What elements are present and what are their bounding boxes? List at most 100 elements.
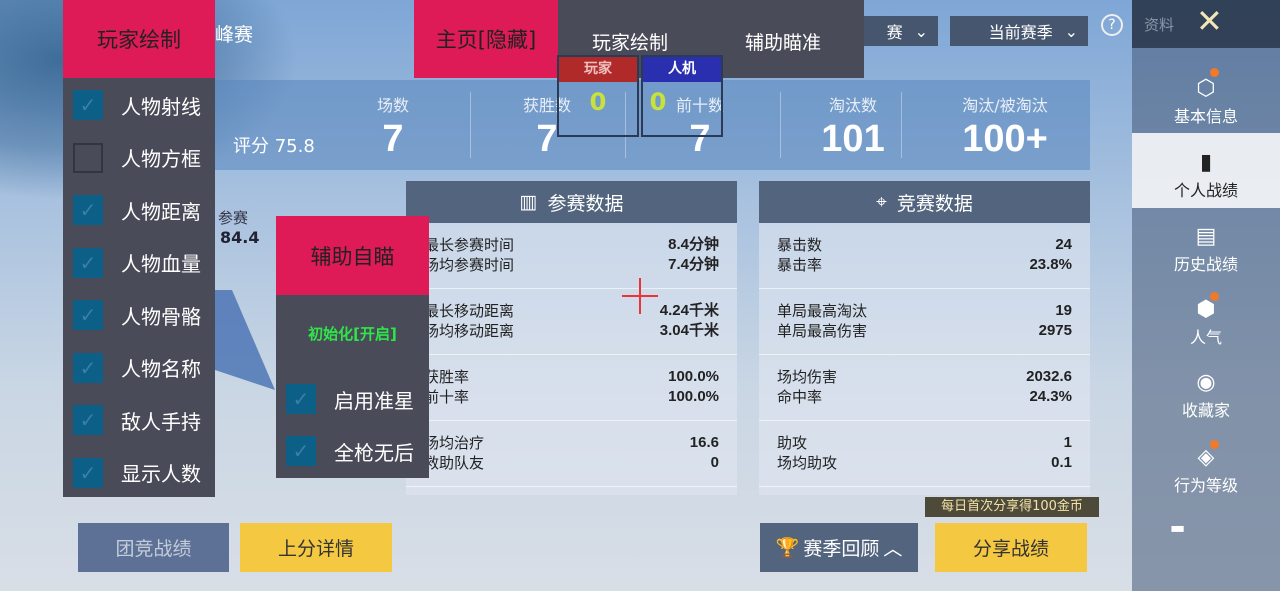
- season-dropdown[interactable]: 当前赛季 ⌄: [950, 16, 1088, 46]
- option-esp_options-1[interactable]: 人物方框: [73, 142, 201, 173]
- sidebar-item-basic-info[interactable]: ⬡ 基本信息: [1132, 76, 1280, 127]
- stat-row: 场均伤害 2032.6 命中率 24.3%: [759, 355, 1090, 421]
- stat-row: 助攻 1 场均助攻 0.1: [759, 421, 1090, 487]
- stat-row: 单局最高淘汰 19 单局最高伤害 2975: [759, 289, 1090, 355]
- stat-top10: 前十数 7: [675, 96, 724, 160]
- option-label: 敌人手持: [121, 409, 201, 434]
- option-label: 人物距离: [121, 199, 201, 224]
- chevron-down-icon: ⌄: [914, 21, 928, 41]
- popularity-icon: ⬢: [1196, 297, 1216, 322]
- checkbox[interactable]: ✓: [73, 300, 103, 330]
- menu-icon[interactable]: ▬: [1170, 518, 1186, 537]
- sidebar: 资料 ✕ ⬡ 基本信息 ▮ 个人战绩 ▤ 历史战绩 ⬢ 人气 ◉ 收藏家 ◈ 行为等级 ▬: [1132, 0, 1280, 591]
- stat-matches: 场数 7: [376, 96, 409, 160]
- stat-label: 场均伤害: [777, 368, 838, 386]
- history-doc-icon: ▤: [1195, 224, 1217, 249]
- option-esp_options-7[interactable]: ✓ 显示人数: [73, 457, 201, 488]
- checkbox[interactable]: [73, 142, 103, 173]
- option-label: 人物方框: [121, 147, 201, 171]
- stat-value: 7.4分钟: [668, 256, 719, 273]
- option-label: 显示人数: [121, 462, 201, 486]
- checkbox[interactable]: ✓: [73, 247, 103, 278]
- stat-value: 2975: [1038, 322, 1072, 339]
- option-esp_options-2[interactable]: ✓ 人物距离: [73, 195, 201, 225]
- sidebar-item-behavior[interactable]: ◈ 行为等级: [1132, 445, 1280, 496]
- radar-label: 参赛: [218, 209, 249, 227]
- help-icon[interactable]: ?: [1101, 14, 1123, 36]
- mode-label: 峰赛: [215, 24, 254, 46]
- checkbox[interactable]: ✓: [286, 436, 316, 466]
- stat-value: 0.1: [1051, 454, 1072, 471]
- stat-label: 获胜率: [424, 368, 470, 386]
- crosshair-v: [639, 278, 641, 314]
- tab-player-draw[interactable]: 玩家绘制: [592, 32, 669, 54]
- share-button[interactable]: 分享战绩: [935, 523, 1087, 572]
- checkbox[interactable]: ✓: [73, 457, 103, 488]
- sidebar-item-history[interactable]: ▤ 历史战绩: [1132, 224, 1280, 275]
- checkbox[interactable]: ✓: [73, 90, 103, 120]
- checkbox[interactable]: ✓: [286, 384, 316, 414]
- profile-label: 资料: [1144, 16, 1175, 34]
- bar-chart-icon: ▥: [519, 191, 538, 213]
- option-label: 人物名称: [121, 357, 201, 381]
- user-badge-icon: ⬡: [1196, 76, 1216, 101]
- stat-row: 获胜率 100.0% 前十率 100.0%: [406, 355, 737, 421]
- option-esp_options-6[interactable]: ✓ 敌人手持: [73, 405, 201, 435]
- option-aim_options-0[interactable]: ✓ 启用准星: [286, 384, 414, 414]
- option-esp_options-3[interactable]: ✓ 人物血量: [73, 247, 201, 278]
- option-label: 人物骨骼: [121, 304, 201, 329]
- team-record-button[interactable]: 团竞战绩: [78, 523, 229, 572]
- stat-kills: 淘汰数 101: [821, 96, 885, 160]
- stat-row: 暴击数 24 暴击率 23.8%: [759, 223, 1090, 289]
- option-esp_options-0[interactable]: ✓ 人物射线: [73, 90, 201, 120]
- stat-value: 100.0%: [668, 368, 719, 385]
- stat-row: 场均治疗 16.6 救助队友 0: [406, 421, 737, 487]
- option-aim_options-1[interactable]: ✓ 全枪无后: [286, 436, 414, 466]
- tab-aim-assist[interactable]: 辅助瞄准: [745, 32, 822, 54]
- stat-label: 前十率: [424, 388, 470, 406]
- stat-label: 场均移动距离: [424, 322, 515, 340]
- player-draw-title[interactable]: 玩家绘制: [63, 0, 215, 78]
- option-label: 启用准星: [334, 388, 414, 413]
- sidebar-item-collector[interactable]: ◉ 收藏家: [1132, 370, 1280, 421]
- option-esp_options-4[interactable]: ✓ 人物骨骼: [73, 300, 201, 330]
- stat-value: 4.24千米: [659, 302, 719, 319]
- close-icon[interactable]: ✕: [1196, 2, 1223, 40]
- crosshair-icon: ⌖: [876, 191, 887, 213]
- stat-value: 16.6: [689, 434, 719, 451]
- stat-value: 1: [1063, 434, 1072, 451]
- stat-label: 命中率: [777, 388, 823, 406]
- checkbox[interactable]: ✓: [73, 405, 103, 435]
- stat-value: 19: [1055, 302, 1072, 319]
- option-esp_options-5[interactable]: ✓ 人物名称: [73, 352, 201, 383]
- stats-bar: 评分 75.8 场数 7 获胜数 7 前十数 7 淘汰数 101 淘汰/被淘汰 100+: [215, 80, 1090, 170]
- stat-value: 8.4分钟: [668, 236, 719, 253]
- stat-label: 救助队友: [424, 454, 485, 472]
- sidebar-active-bg: [1132, 133, 1280, 208]
- rank-details-button[interactable]: 上分详情: [240, 523, 392, 572]
- checkbox[interactable]: ✓: [73, 195, 103, 225]
- rating: 评分 75.8: [233, 136, 315, 157]
- competition-card: ⌖ 竞赛数据 暴击数 24 暴击率 23.8% 单局最高淘汰 19 单局最高伤害 2975 场均伤…: [759, 181, 1090, 495]
- stat-label: 最长参赛时间: [424, 236, 515, 254]
- trophy-icon: 🏆: [775, 537, 800, 559]
- option-label: 全枪无后: [334, 440, 414, 465]
- esp-options-panel: ✓ 人物射线人物方框 ✓ 人物距离 ✓ 人物血量 ✓ 人物骨骼 ✓ 人物名称 ✓ 敌人手持 ✓ 显示人数: [63, 78, 215, 497]
- stat-label: 场均参赛时间: [424, 256, 515, 274]
- stat-label: 最长移动距离: [424, 302, 515, 320]
- bot-counter: 人机 0: [641, 55, 723, 137]
- aim-assist-title[interactable]: 辅助自瞄: [276, 216, 429, 295]
- stat-label: 助攻: [777, 434, 808, 452]
- chevron-up-icon: ︿: [883, 538, 903, 560]
- option-label: 人物血量: [121, 252, 201, 276]
- sidebar-item-popularity[interactable]: ⬢ 人气: [1132, 297, 1280, 348]
- stat-label: 单局最高伤害: [777, 322, 868, 340]
- checkbox[interactable]: ✓: [73, 352, 103, 383]
- season-review-button[interactable]: 🏆 赛季回顾 ︿: [760, 523, 918, 572]
- home-hidden-button[interactable]: 主页[隐藏]: [414, 0, 558, 78]
- sidebar-item-personal-record[interactable]: ▮ 个人战绩: [1132, 150, 1280, 201]
- participation-card: ▥ 参赛数据 最长参赛时间 8.4分钟 场均参赛时间 7.4分钟 最长移动距离 4.24千米…: [406, 181, 737, 495]
- stat-label: 场均助攻: [777, 454, 838, 472]
- stat-kd: 淘汰/被淘汰 100+: [962, 96, 1048, 160]
- aim-options-panel: 初始化[开启] ✓ 启用准星 ✓ 全枪无后: [276, 295, 429, 478]
